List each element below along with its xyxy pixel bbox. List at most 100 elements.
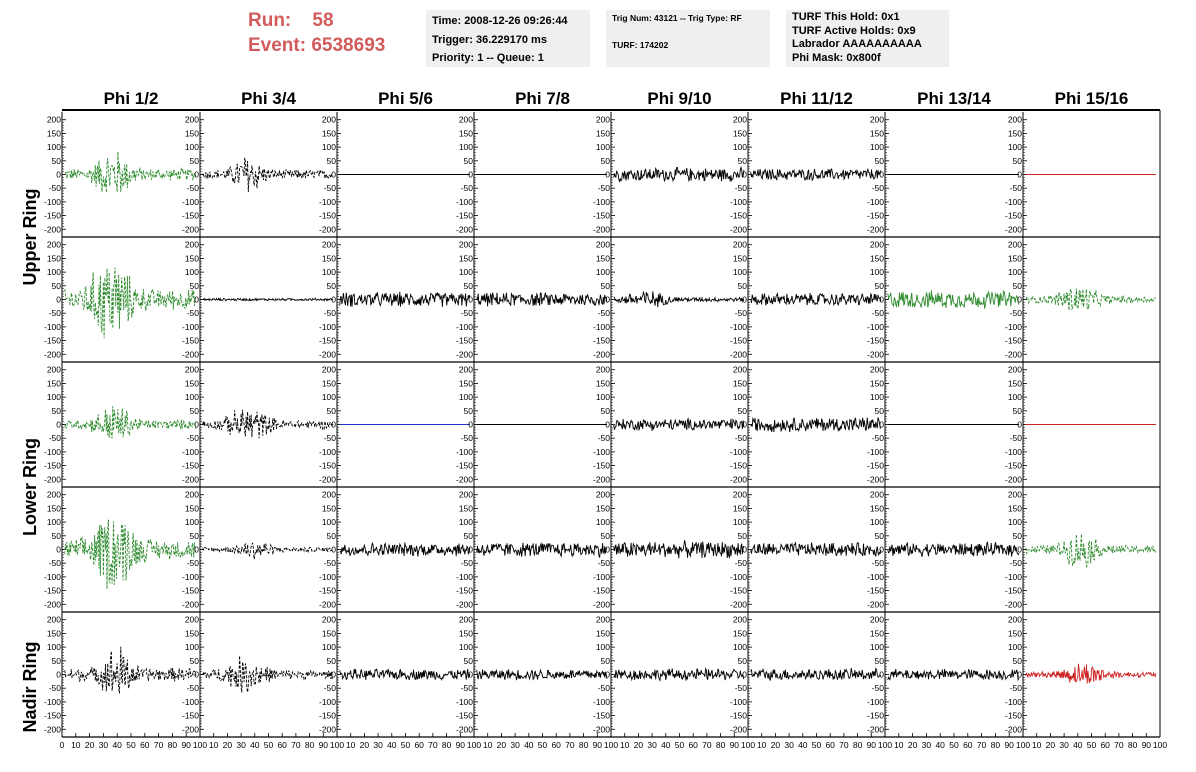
y-tick-label: 0 — [1017, 170, 1022, 180]
y-tick-label: 150 — [459, 378, 473, 388]
x-tick-label: 90 — [593, 740, 603, 750]
y-tick-label: -50 — [461, 558, 474, 568]
y-tick-label: 100 — [47, 392, 61, 402]
y-tick-label: -200 — [319, 599, 336, 609]
y-tick-label: 200 — [733, 490, 747, 500]
y-tick-label: 100 — [322, 517, 336, 527]
y-tick-label: -150 — [867, 211, 884, 221]
y-tick-label: 50 — [464, 281, 474, 291]
y-tick-label: -100 — [867, 572, 884, 582]
y-tick-label: -50 — [461, 433, 474, 443]
waveform-panel: -200 -150 -100 -50 0 50 100 150 200 — [730, 612, 882, 737]
y-tick-label: 150 — [185, 253, 199, 263]
x-tick-label: 40 — [661, 740, 671, 750]
y-tick-label: -50 — [187, 433, 200, 443]
y-tick-label: -200 — [44, 474, 61, 484]
x-tick-label: 50 — [949, 740, 959, 750]
y-tick-label: 200 — [1008, 490, 1022, 500]
y-tick-label: 100 — [1008, 642, 1022, 652]
y-tick-label: -200 — [182, 599, 199, 609]
x-tick-label: 90 — [1142, 740, 1152, 750]
y-tick-label: 200 — [1008, 365, 1022, 375]
waveform-trace — [750, 167, 882, 182]
y-tick-label: 0 — [468, 670, 473, 680]
waveform-trace — [202, 409, 334, 439]
y-tick-label: -200 — [1005, 599, 1022, 609]
y-tick-label: 0 — [879, 670, 884, 680]
x-tick-label: 70 — [839, 740, 849, 750]
y-tick-label: 200 — [870, 490, 884, 500]
y-tick-label: 50 — [464, 656, 474, 666]
y-tick-label: -100 — [730, 447, 747, 457]
y-tick-label: 150 — [870, 128, 884, 138]
y-tick-label: -200 — [867, 724, 884, 734]
x-tick-label: 100 — [741, 740, 755, 750]
y-tick-label: 50 — [190, 656, 200, 666]
x-tick-label: 10 — [620, 740, 630, 750]
y-tick-label: 0 — [742, 170, 747, 180]
x-tick-label: 10 — [894, 740, 904, 750]
y-tick-label: 150 — [870, 503, 884, 513]
y-tick-label: -150 — [730, 586, 747, 596]
waveform-trace — [202, 297, 334, 302]
row-label: Upper Ring — [20, 189, 40, 286]
y-tick-label: -100 — [867, 197, 884, 207]
y-tick-label: 0 — [331, 295, 336, 305]
y-tick-label: -50 — [872, 683, 885, 693]
x-tick-label: 60 — [688, 740, 698, 750]
y-tick-label: -150 — [1005, 586, 1022, 596]
run-event-box: Run: 58 Event: 6538693 — [248, 8, 418, 58]
waveform-panel: -200 -150 -100 -50 0 50 100 150 200 — [182, 612, 334, 737]
y-tick-label: 150 — [1008, 503, 1022, 513]
y-tick-label: -150 — [593, 461, 610, 471]
y-tick-label: -200 — [867, 474, 884, 484]
priority-line: Priority: 1 -- Queue: 1 — [432, 52, 544, 64]
column-header: Phi 7/8 — [515, 89, 570, 108]
row-label: Nadir Ring — [20, 641, 40, 732]
waveform-panel: -200 -150 -100 -50 0 50 100 150 200 — [1005, 237, 1156, 362]
x-tick-label: 40 — [935, 740, 945, 750]
waveform-trace — [613, 417, 745, 431]
y-tick-label: -200 — [730, 724, 747, 734]
y-tick-label: 0 — [468, 545, 473, 555]
y-tick-label: 200 — [596, 115, 610, 125]
y-tick-label: 100 — [47, 517, 61, 527]
waveform-trace — [750, 541, 882, 557]
y-tick-label: 100 — [733, 642, 747, 652]
y-tick-label: -50 — [49, 558, 62, 568]
y-tick-label: -150 — [456, 586, 473, 596]
x-tick-label: 20 — [634, 740, 644, 750]
y-tick-label: 50 — [52, 406, 62, 416]
waveform-panel: -200 -150 -100 -50 0 50 100 150 200 — [593, 612, 745, 737]
x-tick-label: 30 — [510, 740, 520, 750]
y-tick-label: -100 — [182, 197, 199, 207]
y-tick-label: 0 — [468, 170, 473, 180]
column-header: Phi 13/14 — [917, 89, 991, 108]
x-tick-label: 70 — [977, 740, 987, 750]
y-tick-label: -150 — [456, 461, 473, 471]
y-tick-label: -150 — [593, 711, 610, 721]
waveform-trace — [339, 291, 471, 307]
y-tick-label: 50 — [601, 281, 611, 291]
y-tick-label: 150 — [733, 253, 747, 263]
waveform-panel: -200 -150 -100 -50 0 50 100 150 200 — [44, 362, 197, 487]
y-tick-label: 50 — [52, 656, 62, 666]
y-tick-label: -50 — [49, 308, 62, 318]
y-tick-label: 50 — [738, 281, 748, 291]
y-tick-label: -100 — [456, 697, 473, 707]
y-tick-label: -200 — [319, 724, 336, 734]
waveform-trace — [613, 290, 745, 308]
y-tick-label: -200 — [456, 724, 473, 734]
x-tick-label: 20 — [497, 740, 507, 750]
y-tick-label: 0 — [742, 295, 747, 305]
y-tick-label: 0 — [56, 670, 61, 680]
y-tick-label: -150 — [319, 211, 336, 221]
y-tick-label: -150 — [44, 586, 61, 596]
x-tick-label: 30 — [784, 740, 794, 750]
y-tick-label: 150 — [733, 378, 747, 388]
x-tick-label: 50 — [264, 740, 274, 750]
x-tick-label: 20 — [85, 740, 95, 750]
y-tick-label: -100 — [182, 322, 199, 332]
y-tick-label: 0 — [605, 670, 610, 680]
y-tick-label: 150 — [596, 503, 610, 513]
